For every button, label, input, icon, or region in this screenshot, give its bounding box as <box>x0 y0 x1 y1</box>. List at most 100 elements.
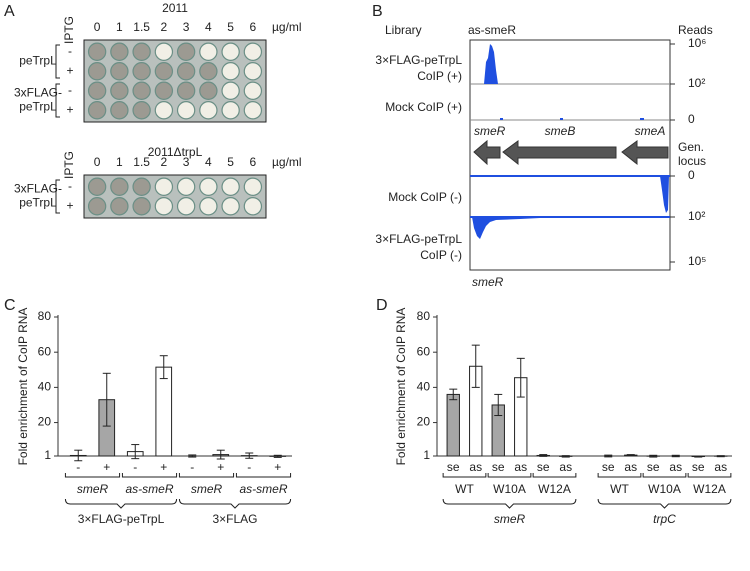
track-label: CoIP (+) <box>417 69 462 83</box>
group-bracket <box>687 473 732 478</box>
well <box>154 101 174 120</box>
well <box>176 177 196 196</box>
strain-label: 3xFLAG- <box>14 182 62 196</box>
track-label: Mock CoIP (+) <box>385 100 462 114</box>
well <box>132 81 151 100</box>
well <box>87 197 107 216</box>
conc-label: 6 <box>250 20 257 34</box>
panel-label: C <box>4 297 16 314</box>
conc-label: 2 <box>161 20 168 34</box>
plate <box>83 174 267 219</box>
well <box>132 177 151 196</box>
bar <box>155 366 173 457</box>
x-tick-label: + <box>217 460 224 474</box>
well <box>221 62 240 81</box>
well <box>199 62 218 81</box>
group-bracket <box>642 473 687 478</box>
bottom-label: smeR <box>472 275 504 289</box>
gene-arrow <box>621 140 669 166</box>
conc-label: 1 <box>116 155 123 169</box>
supergroup-label: trpC <box>653 512 676 526</box>
group-label: W10A <box>648 482 681 496</box>
gene-label: smeA <box>635 124 666 138</box>
well <box>154 177 174 196</box>
well <box>87 177 107 196</box>
well <box>110 197 129 216</box>
track-label: 3×FLAG-peTrpL <box>375 232 462 246</box>
scale-ticks <box>670 43 675 263</box>
well <box>154 197 174 216</box>
well <box>243 101 263 120</box>
bracket <box>55 44 60 79</box>
well <box>110 62 129 81</box>
plate-title: 2011ΔtrpL <box>148 145 203 159</box>
well <box>243 197 263 216</box>
reads-label: Reads <box>678 23 713 37</box>
gene-arrow <box>502 140 617 166</box>
top-label: as-smeR <box>468 23 516 37</box>
y-tick-label: 20 <box>38 415 52 429</box>
sign-label: + <box>66 198 73 212</box>
well <box>243 62 263 81</box>
well <box>221 42 240 61</box>
well <box>221 177 240 196</box>
scale-label: 0 <box>688 168 695 182</box>
x-tick-label: + <box>160 460 167 474</box>
y-tick-label: 60 <box>38 344 52 358</box>
y-axis-label: Fold enrichment of CoIP RNA <box>394 308 408 466</box>
coverage <box>660 176 669 213</box>
x-tick-label: - <box>247 460 251 474</box>
gene-label: smeB <box>545 124 576 138</box>
conc-label: 5 <box>227 20 234 34</box>
well <box>176 101 196 120</box>
x-tick-label: se <box>692 460 705 474</box>
conc-label: 0 <box>94 155 101 169</box>
group-bracket <box>64 473 121 478</box>
well <box>221 81 240 100</box>
well <box>87 62 107 81</box>
x-tick-label: as <box>469 460 482 474</box>
group-label: W12A <box>538 482 571 496</box>
y-tick-label: 1 <box>423 448 430 462</box>
well <box>154 81 174 100</box>
well <box>199 177 218 196</box>
conc-label: 1.5 <box>133 20 150 34</box>
coverage <box>472 217 540 239</box>
conc-label: 2 <box>161 155 168 169</box>
conc-label: 3 <box>183 155 190 169</box>
well <box>243 42 263 61</box>
well <box>199 81 218 100</box>
sign-label: - <box>68 179 72 193</box>
supergroup-label: 3×FLAG-peTrpL <box>78 512 165 526</box>
strain-label: peTrpL <box>19 54 57 68</box>
well <box>199 101 218 120</box>
well <box>132 62 151 81</box>
gene-label: smeR <box>474 124 506 138</box>
x-tick-label: + <box>103 460 110 474</box>
y-tick-label: 40 <box>417 380 431 394</box>
scale-label: 10² <box>688 76 705 90</box>
strain-label: peTrpL <box>19 196 57 210</box>
panel-b: B Library as-smeR Reads 3×FLAG-peTrpL Co… <box>372 3 713 289</box>
group-label: smeR <box>77 482 109 496</box>
well <box>221 101 240 120</box>
conc-label: 0 <box>94 20 101 34</box>
well <box>87 42 107 61</box>
supergroup-bracket <box>178 498 292 509</box>
gene-arrow <box>473 139 501 166</box>
conc-label: 6 <box>250 155 257 169</box>
y-tick-label: 40 <box>38 380 52 394</box>
well <box>110 42 129 61</box>
conc-label: 1.5 <box>133 155 150 169</box>
scale-label: 10⁵ <box>688 254 706 268</box>
unit-label: µg/ml <box>272 155 302 169</box>
x-tick-label: se <box>492 460 505 474</box>
well <box>87 81 107 100</box>
group-bracket <box>178 473 235 478</box>
library-label: Library <box>385 23 422 37</box>
group-bracket <box>532 473 577 478</box>
x-tick-label: - <box>76 460 80 474</box>
group-bracket <box>235 473 292 478</box>
group-label: W10A <box>493 482 526 496</box>
